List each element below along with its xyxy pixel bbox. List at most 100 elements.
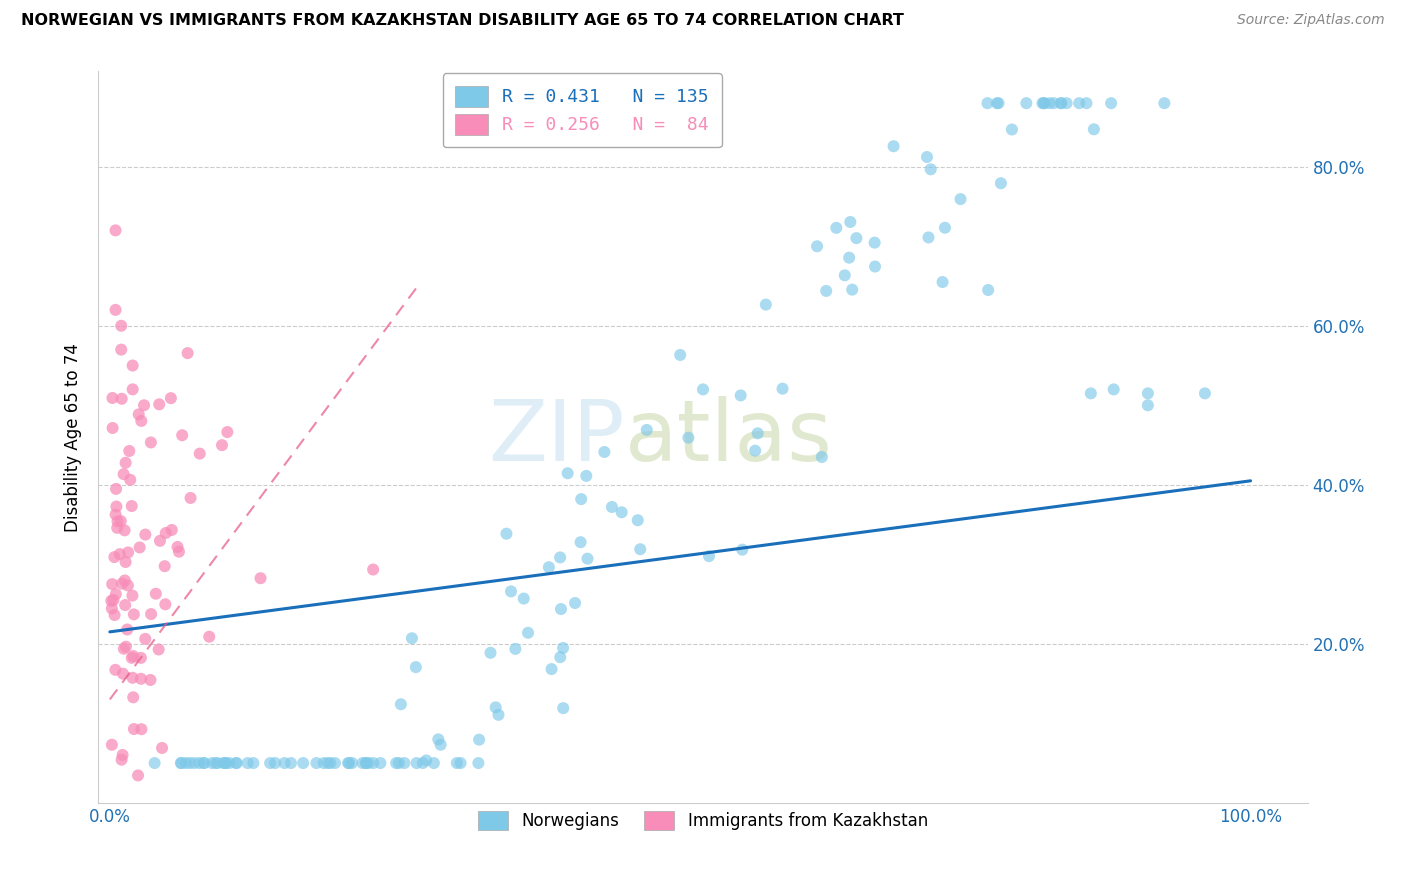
Point bbox=[628, 542, 651, 557]
Point bbox=[610, 505, 633, 519]
Point bbox=[112, 641, 135, 656]
Point bbox=[121, 651, 143, 665]
Text: ZIP: ZIP bbox=[488, 395, 624, 479]
Point bbox=[204, 756, 226, 770]
Point bbox=[316, 756, 339, 770]
Point bbox=[340, 756, 363, 770]
Point bbox=[160, 523, 183, 537]
Point bbox=[1153, 96, 1175, 111]
Point bbox=[990, 176, 1012, 190]
Point bbox=[115, 623, 138, 637]
Point bbox=[104, 663, 127, 677]
Point bbox=[145, 587, 167, 601]
Point bbox=[1136, 386, 1159, 401]
Point bbox=[176, 346, 198, 360]
Point bbox=[110, 343, 132, 357]
Point bbox=[1083, 122, 1105, 136]
Point bbox=[110, 753, 132, 767]
Point bbox=[117, 578, 139, 592]
Point bbox=[569, 535, 592, 549]
Point bbox=[170, 756, 193, 770]
Point bbox=[747, 426, 769, 441]
Point bbox=[405, 660, 427, 674]
Point bbox=[101, 421, 124, 435]
Point bbox=[143, 756, 166, 770]
Point bbox=[214, 756, 236, 770]
Point bbox=[118, 444, 141, 458]
Point bbox=[264, 756, 287, 770]
Point bbox=[485, 700, 508, 714]
Point bbox=[121, 671, 143, 685]
Point bbox=[305, 756, 328, 770]
Point bbox=[772, 382, 794, 396]
Point bbox=[218, 756, 240, 770]
Point bbox=[179, 756, 201, 770]
Point bbox=[1033, 96, 1056, 111]
Point bbox=[110, 514, 132, 528]
Point bbox=[128, 408, 150, 422]
Point bbox=[217, 425, 239, 439]
Point bbox=[499, 584, 522, 599]
Point bbox=[388, 756, 411, 770]
Point bbox=[576, 551, 599, 566]
Point bbox=[550, 602, 572, 616]
Point bbox=[273, 756, 295, 770]
Point bbox=[127, 768, 149, 782]
Point bbox=[167, 544, 190, 558]
Point bbox=[131, 414, 153, 428]
Point bbox=[337, 756, 360, 770]
Point bbox=[103, 550, 125, 565]
Point bbox=[114, 598, 136, 612]
Point bbox=[172, 428, 194, 442]
Point bbox=[111, 392, 134, 406]
Point bbox=[551, 640, 574, 655]
Point bbox=[357, 756, 380, 770]
Point bbox=[174, 756, 197, 770]
Point bbox=[100, 594, 122, 608]
Point bbox=[553, 701, 575, 715]
Point bbox=[292, 756, 315, 770]
Point bbox=[692, 383, 714, 397]
Point bbox=[122, 690, 145, 705]
Point bbox=[987, 96, 1010, 111]
Point bbox=[934, 220, 956, 235]
Point bbox=[121, 359, 143, 373]
Point bbox=[354, 756, 377, 770]
Point bbox=[114, 456, 136, 470]
Point bbox=[215, 756, 238, 770]
Point bbox=[1050, 96, 1073, 111]
Point bbox=[1076, 96, 1098, 111]
Point bbox=[188, 447, 211, 461]
Text: NORWEGIAN VS IMMIGRANTS FROM KAZAKHSTAN DISABILITY AGE 65 TO 74 CORRELATION CHAR: NORWEGIAN VS IMMIGRANTS FROM KAZAKHSTAN … bbox=[21, 13, 904, 29]
Point bbox=[104, 508, 127, 522]
Point bbox=[845, 231, 868, 245]
Point bbox=[446, 756, 468, 770]
Point bbox=[423, 756, 446, 770]
Point bbox=[134, 527, 156, 541]
Point bbox=[401, 632, 423, 646]
Point bbox=[517, 625, 540, 640]
Point bbox=[1069, 96, 1091, 111]
Point bbox=[139, 435, 162, 450]
Point bbox=[101, 738, 124, 752]
Point bbox=[385, 756, 408, 770]
Y-axis label: Disability Age 65 to 74: Disability Age 65 to 74 bbox=[65, 343, 83, 532]
Point bbox=[593, 445, 616, 459]
Point bbox=[513, 591, 536, 606]
Point bbox=[863, 260, 886, 274]
Point bbox=[111, 576, 134, 591]
Point bbox=[139, 673, 162, 687]
Point bbox=[111, 666, 134, 681]
Point bbox=[105, 482, 128, 496]
Point bbox=[323, 756, 346, 770]
Point bbox=[150, 741, 173, 756]
Point bbox=[129, 651, 152, 665]
Legend: Norwegians, Immigrants from Kazakhstan: Norwegians, Immigrants from Kazakhstan bbox=[470, 803, 936, 838]
Point bbox=[697, 549, 720, 563]
Point bbox=[839, 215, 862, 229]
Point bbox=[1099, 96, 1122, 111]
Point bbox=[354, 756, 377, 770]
Point bbox=[949, 192, 972, 206]
Point bbox=[600, 500, 623, 514]
Point bbox=[627, 513, 650, 527]
